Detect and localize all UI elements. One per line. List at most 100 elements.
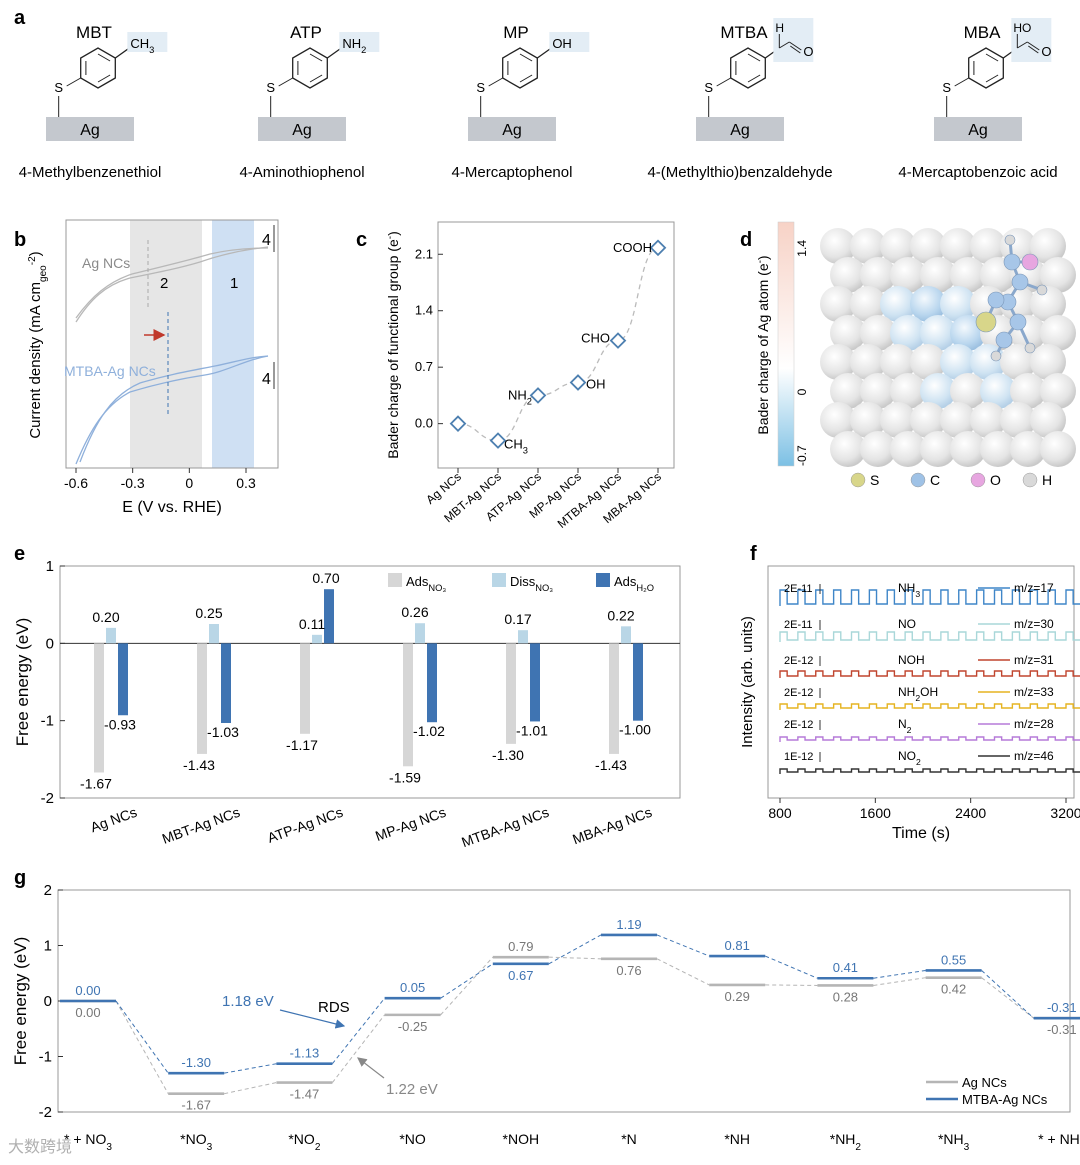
g-ag-value: 0.29 — [725, 989, 750, 1004]
g-mtba-value: 0.41 — [833, 960, 858, 975]
g-mtba-value: 0.55 — [941, 952, 966, 967]
ring-double-bond — [519, 74, 533, 83]
g-ag-value: -1.47 — [290, 1087, 320, 1102]
c-point-label: CH3 — [504, 437, 528, 456]
c-data-point — [649, 239, 667, 257]
c-data-point — [529, 387, 547, 404]
e-bar — [403, 643, 413, 767]
ag-atom — [980, 431, 1016, 467]
e-legend-swatch — [492, 573, 506, 587]
oxygen-label: O — [803, 44, 813, 59]
ag-atom — [890, 315, 926, 351]
molecule-mtba: MTBA S Ag O H 4-(Methylthio)benzaldehyde — [647, 18, 833, 181]
g-blue-barrier: 1.18 eV — [222, 993, 274, 1010]
legend-atom-o-icon — [970, 472, 986, 488]
ag-substrate-label: Ag — [502, 122, 522, 139]
ag-atom — [910, 344, 946, 380]
b-xtick-label: 0 — [185, 475, 193, 491]
e-xtick-label: ATP-Ag NCs — [265, 804, 345, 846]
g-mtba-value: 0.67 — [508, 968, 533, 983]
ag-atom — [1040, 257, 1076, 293]
g-ag-value: -1.67 — [181, 1098, 211, 1113]
sulfur-label: S — [476, 80, 485, 95]
molecule-mbt: MBT S Ag CH3 4-Methylbenzenethiol — [19, 23, 168, 181]
g-step-label: *NO2 — [288, 1131, 320, 1153]
g-rds-label: RDS — [318, 999, 350, 1016]
ag-atom — [1000, 344, 1036, 380]
oxygen-label: O — [1041, 44, 1051, 59]
f-scale-label: 2E-11 — [784, 619, 813, 631]
f-species-label: NOH — [898, 653, 925, 667]
b-xtick-label: 0.3 — [236, 475, 256, 491]
panel-b-frame — [65, 219, 279, 469]
e-legend-label: AdsH₂O — [614, 574, 654, 593]
g-step-label: *NH2 — [830, 1131, 862, 1153]
c-ytick-label: 0.0 — [415, 416, 433, 431]
f-species-label: NH3 — [898, 581, 920, 599]
f-species-label: NH2OH — [898, 685, 938, 703]
panel-f-ylabel: Intensity (arb. units) — [739, 616, 756, 748]
panel-g: g -2 -1 0 1 2 0.00 0.00 * + NO3 -1.30 -1.67 *NO3 -1… — [11, 867, 1080, 1153]
ag-atom — [910, 286, 946, 322]
molecule-abbr: MBA — [964, 23, 1002, 42]
mol-atom — [1009, 313, 1027, 331]
carbonyl-bond — [779, 41, 790, 49]
ag-atom — [1030, 286, 1066, 322]
molecule-name: 4-(Methylthio)benzaldehyde — [647, 164, 832, 181]
panel-e-frame — [59, 565, 681, 799]
f-mz-label: m/z=28 — [1014, 717, 1054, 731]
e-ytick-label: -1 — [41, 713, 54, 730]
group-highlight — [127, 32, 168, 52]
ag-atom — [860, 373, 896, 409]
panel-d: d 1.4 0 -0.7 Bader charge of Ag atom (e-… — [740, 221, 1076, 488]
ag-substrate — [468, 117, 556, 141]
ag-slab-model — [820, 228, 1076, 467]
ag-atom — [920, 315, 956, 351]
ag-atom — [860, 431, 896, 467]
panel-f-frame — [767, 565, 1075, 799]
ag-atom — [920, 431, 956, 467]
ag-substrate-label: Ag — [968, 122, 988, 139]
ag-atom — [940, 344, 976, 380]
ag-atom — [920, 257, 956, 293]
ms-trace-46 — [779, 768, 1080, 774]
panel-b-ylabel: Current density (mA cmgeo-2) — [27, 251, 49, 438]
ag-atom — [860, 315, 896, 351]
e-value-label: -1.03 — [207, 724, 239, 740]
g-connector — [765, 955, 818, 979]
g-step-label: *NH — [724, 1131, 750, 1147]
g-connector — [873, 977, 926, 986]
g-gray-barrier: 1.22 eV — [386, 1081, 438, 1098]
legend-atom-label: O — [990, 472, 1001, 488]
panel-b-letter: b — [14, 229, 26, 251]
panel-b: b Ag NCs MTBA-Ag NCs 2 1 4 4 -0.6 -0.3 0 0.… — [14, 219, 279, 516]
g-mtba-value: 0.00 — [75, 983, 100, 998]
ag-atom — [860, 257, 896, 293]
c-trend-line — [457, 247, 659, 442]
g-step-label: *NOH — [503, 1131, 540, 1147]
e-bar — [518, 630, 528, 644]
g-connector — [224, 1063, 277, 1074]
panel-f-xlabel: Time (s) — [892, 825, 950, 842]
c-ytick-label: 0.7 — [415, 359, 433, 374]
g-step-label: * + NO3 — [64, 1131, 112, 1153]
e-value-label: 0.26 — [401, 604, 428, 620]
f-mz-label: m/z=17 — [1014, 581, 1054, 595]
ag-atom — [970, 228, 1006, 264]
e-ytick-label: -2 — [41, 790, 54, 807]
g-gray-arrow — [357, 1057, 385, 1079]
g-connector — [873, 969, 926, 979]
mol-atom — [1021, 253, 1039, 271]
f-scale-label: 2E-12 — [784, 655, 813, 667]
c-point-label: CHO — [581, 331, 610, 346]
functional-group-label: OH — [552, 36, 572, 51]
g-ytick-label: -2 — [39, 1104, 52, 1121]
ring-double-bond — [985, 53, 999, 62]
g-connector — [548, 956, 602, 960]
ag-curve-2 — [75, 247, 269, 319]
region-2-shade — [130, 220, 202, 468]
g-ag-value: 0.28 — [833, 989, 858, 1004]
ag-substrate-label: Ag — [80, 122, 100, 139]
sulfur-label: S — [704, 80, 713, 95]
g-ytick-label: -1 — [39, 1049, 52, 1066]
